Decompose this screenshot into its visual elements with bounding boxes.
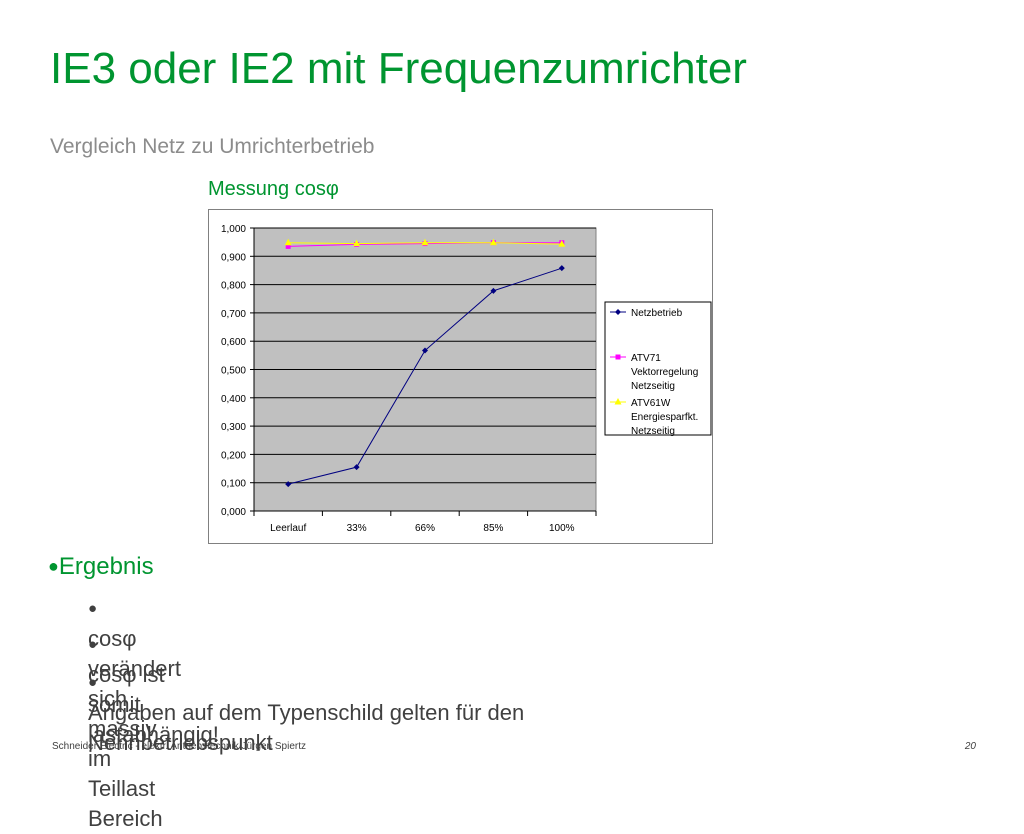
slide-subtitle: Vergleich Netz zu Umrichterbetrieb [50,135,375,158]
legend-swatch-marker [615,354,621,360]
x-tick-label: 66% [415,523,435,534]
bullet-dot: ● [88,600,98,617]
x-tick-label: Leerlauf [270,523,306,534]
data-point [285,243,291,249]
bullet-heading-text: Ergebnis [58,553,154,580]
data-point [490,287,497,294]
y-tick-label: 0,400 [221,394,246,405]
y-tick-label: 0,600 [221,337,246,348]
data-point [421,238,429,246]
y-tick-label: 0,200 [221,450,246,461]
data-point [558,240,566,247]
chart-frame: 0,000 0,100 0,200 0,300 0,400 0,500 0,600 0,700… [208,209,713,544]
legend-entry-text: Netzbetrieb [631,308,683,319]
y-tick-label: 0,800 [221,281,246,292]
legend-entry-text: ATV61W [631,398,671,409]
y-tick-label: 0,900 [221,252,246,263]
data-point [284,238,292,246]
data-point [422,347,428,354]
data-point [558,265,565,272]
x-tick-label: 85% [483,523,503,534]
y-tick-label: 0,100 [221,479,246,490]
legend-entry-text: Netzseitig [631,381,675,392]
legend-entry-text: Vektorregelung [631,367,698,378]
y-tick-label: 0,500 [221,366,246,377]
data-point [353,239,361,247]
y-tick-label: 1,000 [221,224,246,235]
y-tick-label: 0,000 [221,507,246,518]
bullet-item-text: Angaben auf dem Typenschild gelten für d… [88,700,525,755]
chart-heading: Messung cosφ [208,178,339,200]
x-tick-label: 100% [549,523,575,534]
bullet-heading: ●Ergebnis [48,553,154,581]
bullet-dot: ● [88,636,98,653]
y-tick-label: 0,300 [221,422,246,433]
y-tick-label: 0,700 [221,309,246,320]
data-point [285,481,292,488]
data-point [489,238,497,246]
bullet-item-2: ●cosφ ist somit lastabhängig! [88,627,219,750]
bullet-heading-dot: ● [48,556,59,576]
data-point [353,464,360,471]
legend-entry-text: Netzseitig [631,426,675,437]
cos-phi-line-chart: 0,000 0,100 0,200 0,300 0,400 0,500 0,600 0,700… [221,224,712,534]
legend-swatch-marker [614,398,622,405]
bullet-item-3: ● Angaben auf dem Typenschild gelten für … [88,665,628,758]
page-number: 20 [964,741,976,752]
legend-entry-text: Energiesparfkt. [631,412,698,423]
bullet-dot: ● [88,674,98,691]
legend [604,301,712,436]
x-tick-label: 33% [347,523,367,534]
slide-title: IE3 oder IE2 mit Frequenzumrichter [50,44,747,93]
legend-entry-text: ATV71 [631,353,661,364]
footer-text: Schneider Electric - elektr. Antriebstec… [52,741,307,752]
bullet-item-text: cosφ ist somit lastabhängig! [88,662,219,747]
legend-swatch-marker [615,309,621,315]
